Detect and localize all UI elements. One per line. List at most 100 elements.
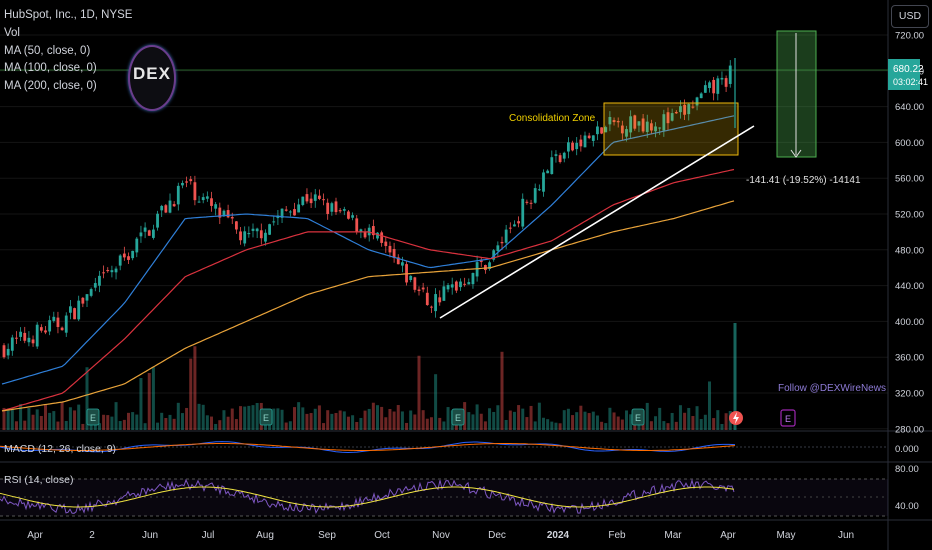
earnings-marker xyxy=(631,408,645,426)
time-axis-label: Jun xyxy=(838,530,854,541)
earnings-marker xyxy=(451,408,465,426)
volume-bar xyxy=(400,411,404,430)
legend-ma100[interactable]: MA (100, close, 0) xyxy=(4,62,97,74)
volume-bar xyxy=(35,409,39,430)
volume-bar xyxy=(234,419,238,430)
candle-body xyxy=(210,198,213,206)
candle-body xyxy=(616,121,620,123)
candle-body xyxy=(293,209,296,216)
rsi-ma-line xyxy=(0,486,735,508)
candle-body xyxy=(201,197,205,201)
candle-body xyxy=(15,337,18,339)
volume-bar xyxy=(500,351,504,430)
candle-body xyxy=(176,185,180,205)
volume-bar xyxy=(68,407,72,430)
lightning-icon[interactable] xyxy=(729,411,743,425)
price-tick-label: 360.00 xyxy=(895,353,924,364)
candle-body xyxy=(550,157,554,175)
candle-body xyxy=(446,285,450,290)
volume-bar xyxy=(127,412,130,430)
consolidation-zone-box[interactable] xyxy=(603,102,739,156)
candle-body xyxy=(425,292,429,306)
volume-bar xyxy=(616,416,620,430)
candle-body xyxy=(571,142,574,151)
candle-body xyxy=(338,210,342,212)
symbol-title[interactable]: HubSpot, Inc., 1D, NYSE xyxy=(4,9,133,21)
last-price-tag[interactable] xyxy=(888,59,920,90)
candle-body xyxy=(193,182,197,201)
volume-bar xyxy=(326,410,330,430)
candle-body xyxy=(255,228,259,232)
candle-body xyxy=(421,287,425,290)
candle-body xyxy=(683,104,686,115)
volume-bar xyxy=(193,346,197,430)
volume-bar xyxy=(612,412,616,430)
volume-bar xyxy=(156,422,160,430)
candle-body xyxy=(417,289,421,292)
candle-body xyxy=(641,118,645,132)
candle-body xyxy=(708,82,711,89)
volume-bar xyxy=(135,414,139,430)
time-axis-label: Nov xyxy=(432,530,450,541)
volume-bar xyxy=(575,412,579,430)
candle-body xyxy=(496,245,500,251)
time-axis: Apr 2 Jun Jul Aug Sep Oct Nov Dec 2024 Feb Mar Apr Ma… xyxy=(27,530,854,541)
candle-body xyxy=(64,315,68,333)
price-tick-label: 480.00 xyxy=(895,245,924,256)
candle-body xyxy=(591,135,595,141)
currency-button[interactable]: USD xyxy=(891,5,929,28)
follow-label[interactable]: Follow @DEXWireNews xyxy=(778,383,886,394)
candle-body xyxy=(620,125,624,134)
candles xyxy=(2,60,732,360)
volume-bar xyxy=(110,416,114,430)
legend-vol[interactable]: Vol xyxy=(4,27,20,39)
volume-bar xyxy=(396,405,400,430)
volume-bar xyxy=(305,413,309,430)
rsi-tick-80: 80.00 xyxy=(895,464,919,475)
volume-bar xyxy=(359,417,363,430)
volume-bar xyxy=(93,423,97,430)
candle-body xyxy=(6,348,10,356)
candle-body xyxy=(625,129,628,137)
candle-body xyxy=(77,300,81,320)
volume-bar xyxy=(210,416,213,430)
legend-ma50[interactable]: MA (50, close, 0) xyxy=(4,45,91,57)
legend-ma200[interactable]: MA (200, close, 0) xyxy=(4,80,97,92)
volume-bar xyxy=(388,409,392,430)
candle-body xyxy=(542,172,545,192)
candle-body xyxy=(546,170,550,174)
candle-body xyxy=(235,221,238,230)
candle-body xyxy=(189,179,193,182)
candle-body xyxy=(596,126,599,135)
volume-bar xyxy=(81,423,85,430)
volume-bar xyxy=(226,416,230,430)
candle-body xyxy=(272,221,276,223)
volume-bar xyxy=(363,410,367,430)
candle-body xyxy=(388,245,392,253)
candle-body xyxy=(27,337,31,343)
macd-label: MACD (12, 26, close, 9) xyxy=(4,443,116,455)
last-price-value: 680.22 xyxy=(893,64,924,75)
candle-body xyxy=(396,257,400,265)
candle-body xyxy=(131,250,135,259)
candle-body xyxy=(376,232,379,239)
volume-bar xyxy=(708,381,711,430)
candle-body xyxy=(35,324,39,347)
candle-body xyxy=(612,120,616,123)
trendline[interactable] xyxy=(439,125,755,319)
earnings-marker-future[interactable]: E xyxy=(780,409,796,427)
volume-bar xyxy=(334,413,338,430)
candle-body xyxy=(687,104,691,115)
candle-body xyxy=(488,262,491,269)
price-tick-label: 320.00 xyxy=(895,389,924,400)
measure-label: -141.41 (-19.52%) -14141 xyxy=(746,175,861,186)
volume-bar xyxy=(263,420,267,430)
volume-bar xyxy=(284,422,288,430)
volume-bar xyxy=(542,417,545,430)
volume-bar xyxy=(122,419,126,430)
candle-body xyxy=(73,308,76,320)
candle-body xyxy=(479,259,483,263)
earnings-marker-label: E xyxy=(635,413,641,423)
candle-body xyxy=(143,227,147,232)
